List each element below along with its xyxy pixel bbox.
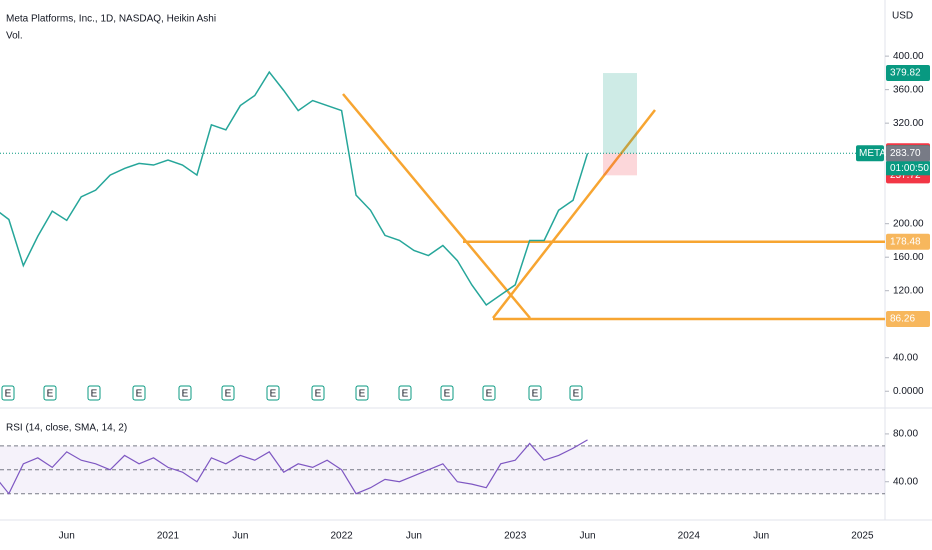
earnings-letter: E (315, 389, 322, 400)
symbol-title: Meta Platforms, Inc., 1D, NASDAQ, Heikin… (6, 14, 216, 25)
price-tag-label: 283.70 (890, 148, 921, 159)
earnings-icon (132, 385, 146, 401)
symbol-tag-label: META (859, 148, 886, 159)
y-tick-label: 80.00 (893, 429, 918, 440)
price-tag-label: 86.26 (890, 314, 915, 325)
earnings-icon (43, 385, 57, 401)
y-tick-label: 0.0000 (893, 386, 924, 397)
earnings-letter: E (270, 389, 277, 400)
y-tick-label: 120.00 (893, 285, 924, 296)
y-tick-label: 40.00 (893, 476, 918, 487)
price-tag (886, 233, 930, 250)
earnings-icon (528, 385, 542, 401)
earnings-icon (355, 385, 369, 401)
earnings-icon (440, 385, 454, 401)
countdown-tag (886, 161, 930, 176)
y-tick-label: 400.00 (893, 51, 924, 62)
price-tag (886, 65, 930, 82)
stop-zone (603, 153, 637, 176)
earnings-letter: E (136, 389, 143, 400)
trend-line (492, 109, 656, 319)
x-tick-label: Jun (232, 531, 248, 542)
earnings-icon (266, 385, 280, 401)
earnings-icon (311, 385, 325, 401)
symbol-tag (856, 145, 884, 162)
earnings-letter: E (444, 389, 451, 400)
price-line (0, 70, 589, 306)
price-tag-label: 257.72 (890, 170, 921, 181)
earnings-icon (1, 385, 15, 401)
earnings-icon (569, 385, 583, 401)
y-tick-label: 320.00 (893, 118, 924, 129)
x-tick-label: 2024 (678, 531, 701, 542)
earnings-letter: E (532, 389, 539, 400)
earnings-letter: E (359, 389, 366, 400)
earnings-icon (87, 385, 101, 401)
y-tick-label: 160.00 (893, 252, 924, 263)
price-tag (886, 310, 930, 327)
earnings-icon (398, 385, 412, 401)
rsi-label: RSI (14, close, SMA, 14, 2) (6, 423, 127, 434)
earnings-icon (221, 385, 235, 401)
x-tick-label: 2023 (504, 531, 527, 542)
earnings-letter: E (486, 389, 493, 400)
volume-label: Vol. (6, 31, 23, 42)
x-tick-label: 2022 (330, 531, 353, 542)
x-tick-label: 2025 (851, 531, 874, 542)
earnings-letter: E (5, 389, 12, 400)
currency: USD (892, 11, 913, 22)
x-tick-label: Jun (579, 531, 595, 542)
x-tick-label: 2021 (157, 531, 180, 542)
y-tick-label: 200.00 (893, 218, 924, 229)
x-tick-label: Jun (406, 531, 422, 542)
y-tick-label: 40.00 (893, 352, 918, 363)
price-tag (886, 145, 930, 162)
earnings-letter: E (182, 389, 189, 400)
rsi-line (0, 439, 588, 495)
earnings-letter: E (402, 389, 409, 400)
y-tick-label: 360.00 (893, 84, 924, 95)
earnings-letter: E (573, 389, 580, 400)
price-tag-label: 178.48 (890, 236, 921, 247)
trend-line (342, 93, 531, 319)
target-zone (603, 73, 637, 154)
countdown: 01:00:50 (890, 163, 929, 174)
earnings-letter: E (47, 389, 54, 400)
x-tick-label: Jun (59, 531, 75, 542)
earnings-letter: E (91, 389, 98, 400)
x-tick-label: Jun (753, 531, 769, 542)
earnings-letter: E (225, 389, 232, 400)
earnings-icon (178, 385, 192, 401)
price-tag-label: 379.82 (890, 68, 921, 79)
earnings-icon (482, 385, 496, 401)
